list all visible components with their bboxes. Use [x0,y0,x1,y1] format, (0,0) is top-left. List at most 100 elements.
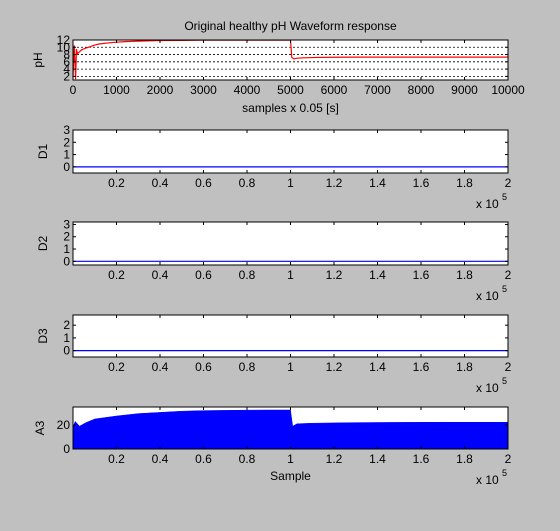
x-tick-label: 0.6 [195,176,212,190]
x-tick-label: 1.4 [369,176,386,190]
x-tick-label: 1.6 [413,268,430,282]
x-tick-label: 0.8 [239,268,256,282]
x-tick-label: 1.2 [326,268,343,282]
x-tick-label: 0.2 [108,452,125,466]
x-tick-label: 0 [70,83,77,97]
x-tick-label: 0.4 [152,452,169,466]
x-tick-label: 1.6 [413,452,430,466]
y-axis-label: A3 [33,420,47,435]
y-tick-label: 0 [63,344,70,358]
y-axis-label: pH [31,52,45,67]
x-tick-label: 1 [287,360,294,374]
x-tick-label: 8000 [408,83,435,97]
axes-frame [72,221,509,266]
x-tick-label: 2 [505,360,512,374]
x-axis-label: samples x 0.05 [s] [242,101,339,115]
x-tick-label: 7000 [364,83,391,97]
x-tick-label: 1.2 [326,360,343,374]
x-axis-label: Sample [270,469,311,483]
x-tick-label: 1.4 [369,268,386,282]
x-multiplier-base: x 10 [476,473,499,487]
y-tick-label: 10 [57,40,71,54]
x-tick-label: 1.2 [326,452,343,466]
x-tick-label: 0.2 [108,268,125,282]
x-tick-label: 1.8 [456,360,473,374]
plot-area [73,130,508,173]
y-tick-label: 1 [63,148,70,162]
x-tick-label: 1.2 [326,176,343,190]
axes-frame [72,406,509,450]
plot-area [73,315,508,357]
y-tick-label: 0 [63,254,70,268]
x-multiplier-base: x 10 [476,381,499,395]
x-tick-label: 2000 [147,83,174,97]
x-tick-label: 0.2 [108,360,125,374]
y-tick-label: 20 [57,418,71,432]
axes-frame [72,129,509,174]
x-tick-label: 0.8 [239,452,256,466]
x-tick-label: 0.8 [239,360,256,374]
x-multiplier-exponent: 5 [502,376,507,386]
y-tick-label: 4 [63,62,70,76]
x-tick-label: 0.4 [152,268,169,282]
y-tick-label: 2 [63,135,70,149]
x-tick-label: 5000 [277,83,304,97]
x-tick-label: 10000 [491,83,525,97]
y-axis-label: D1 [36,144,50,160]
y-axis-label: D2 [36,236,50,252]
y-tick-label: 0 [63,442,70,456]
x-tick-label: 1.6 [413,176,430,190]
x-tick-label: 2 [505,176,512,190]
x-tick-label: 3000 [190,83,217,97]
y-tick-label: 6 [63,55,70,69]
y-tick-label: 2 [63,230,70,244]
x-tick-label: 4000 [234,83,261,97]
x-multiplier-exponent: 5 [502,468,507,478]
x-tick-label: 0.2 [108,176,125,190]
x-multiplier-exponent: 5 [502,284,507,294]
x-tick-label: 0.8 [239,176,256,190]
x-tick-label: 0.6 [195,268,212,282]
x-tick-label: 0.6 [195,452,212,466]
series-a3-area [72,409,509,450]
y-axis-label: D3 [36,328,50,344]
axes-frame [72,39,509,81]
y-tick-label: 1 [63,331,70,345]
x-tick-label: 1.8 [456,452,473,466]
y-tick-label: 12 [57,33,71,47]
y-tick-label: 0 [63,160,70,174]
chart-title: Original healthy pH Waveform response [184,19,397,33]
axes-frame [72,314,509,358]
plot-area [73,222,508,265]
y-tick-label: 2 [63,318,70,332]
y-tick-label: 8 [63,48,70,62]
x-tick-label: 1.6 [413,360,430,374]
x-multiplier-base: x 10 [476,289,499,303]
x-tick-label: 1 [287,452,294,466]
x-tick-label: 1000 [103,83,130,97]
x-tick-label: 9000 [451,83,478,97]
x-tick-label: 2 [505,268,512,282]
x-multiplier-exponent: 5 [502,192,507,202]
y-tick-label: 1 [63,242,70,256]
x-tick-label: 0.4 [152,176,169,190]
x-tick-label: 1.8 [456,176,473,190]
x-tick-label: 1 [287,268,294,282]
x-multiplier-base: x 10 [476,197,499,211]
x-tick-label: 2 [505,452,512,466]
y-tick-label: 3 [63,217,70,231]
axes-ph: 0 1000 2000 3000 4000 5000 6000 7000 8000 9000 100… [31,19,525,115]
x-tick-label: 0.4 [152,360,169,374]
x-tick-label: 1 [287,176,294,190]
x-tick-label: 0.6 [195,360,212,374]
x-tick-label: 1.4 [369,452,386,466]
x-tick-label: 1.4 [369,360,386,374]
y-tick-label: 3 [63,123,70,137]
y-tick-label: 2 [63,69,70,83]
x-tick-label: 6000 [321,83,348,97]
